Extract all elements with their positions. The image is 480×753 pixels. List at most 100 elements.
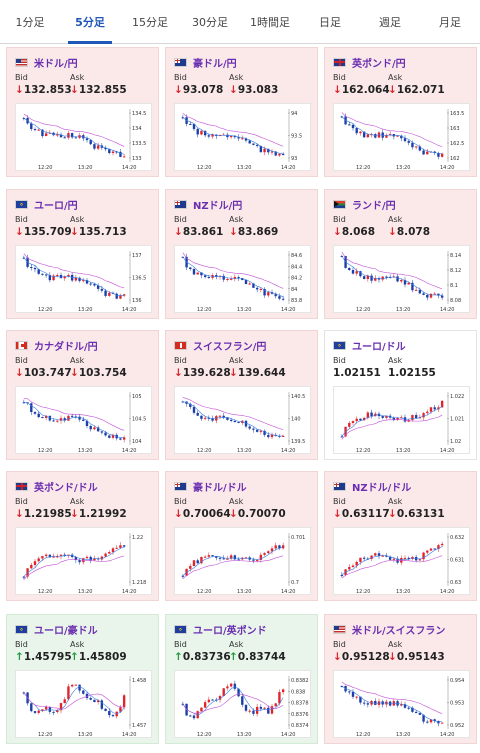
x-tick-label: 14:20 (440, 732, 454, 738)
candle-body (115, 151, 118, 153)
candle-body (244, 420, 248, 427)
mini-chart[interactable]: 163.5 163 162.5 162 12:20 13:20 14:20 (333, 103, 470, 171)
candle-body (355, 418, 358, 422)
tab-8[interactable]: 月足 (439, 15, 461, 29)
candle-body (78, 277, 81, 281)
bid-value: 1.02151 (333, 367, 381, 379)
candle-body (22, 402, 26, 404)
currency-pair-link[interactable]: ユーロ/円 (15, 197, 78, 212)
mini-chart[interactable]: 0.701 0.7 12:20 13:20 14:20 (174, 527, 311, 595)
candle-body (200, 130, 203, 135)
currency-pair-link[interactable]: ユーロ/英ポンド (174, 622, 267, 637)
moving-average-long-line (341, 681, 443, 714)
tab-4[interactable]: 30分足 (192, 15, 228, 29)
y-tick-label: 1.458 (132, 678, 146, 684)
mini-chart[interactable]: 0.8382 0.838 0.8378 0.8376 0.8374 12:20 13:20 1… (174, 670, 311, 738)
bid-price: ↓162.064 (333, 84, 390, 96)
y-tick-label: 1.022 (450, 394, 464, 400)
moving-average-long-line (23, 113, 125, 147)
flag-us-icon (333, 624, 346, 634)
mini-chart[interactable]: 134.5 134 133.5 133 12:20 13:20 14:20 (15, 103, 152, 171)
x-tick-label: 13:20 (396, 165, 410, 171)
candle-body (270, 548, 274, 552)
currency-pair-link[interactable]: NZドル/ドル (333, 479, 411, 494)
candle-body (377, 278, 381, 280)
tab-3[interactable]: 15分足 (132, 15, 168, 29)
arrow-down-icon: ↓ (333, 226, 342, 238)
currency-pair-link[interactable]: 英ポンド/ドル (15, 479, 98, 494)
candle-body (82, 280, 85, 282)
y-tick-label: 0.8378 (291, 701, 309, 707)
candle-body (407, 707, 410, 709)
ask-label: Ask (388, 356, 403, 365)
candle-body (108, 435, 111, 438)
candle-body (351, 421, 355, 423)
bid-value: 103.747 (23, 367, 72, 379)
tab-2[interactable]: 5分足 (60, 0, 120, 44)
bid-label: Bid (333, 215, 346, 224)
candle-body (433, 719, 436, 721)
currency-pair-link[interactable]: スイスフラン/円 (174, 338, 266, 353)
currency-card: 英ポンド/ドル Bid Ask ↓1.21985 ↓1.21992 1.22 1.218 12… (6, 471, 159, 601)
candle-body (89, 426, 92, 430)
candle-body (93, 144, 96, 149)
currency-pair-link[interactable]: カナダドル/円 (15, 338, 98, 353)
candle-body (22, 118, 26, 120)
arrow-down-icon: ↓ (70, 84, 79, 96)
y-tick-label: 93 (291, 156, 297, 162)
candle-body (440, 722, 444, 724)
currency-pair-link[interactable]: 豪ドル/円 (174, 55, 237, 70)
currency-pair-link[interactable]: NZドル/円 (174, 197, 242, 212)
candle-body (122, 294, 126, 296)
candle-body (407, 557, 410, 559)
candle-body (33, 129, 37, 131)
candle-body (400, 704, 403, 706)
mini-chart[interactable]: 8.14 8.12 8.1 8.08 12:20 13:20 14:20 (333, 245, 470, 313)
candle-body (263, 707, 266, 709)
currency-pair-link[interactable]: ランド/円 (333, 197, 396, 212)
mini-chart[interactable]: 1.458 1.457 12:20 13:20 14:20 (15, 670, 152, 738)
currency-pair-name: 米ドル/円 (34, 58, 78, 70)
mini-chart[interactable]: 105 104.5 104 12:20 13:20 14:20 (15, 386, 152, 454)
flag-eu-icon (15, 624, 28, 634)
mini-chart[interactable]: 84.6 84.4 84.2 84 83.8 12:20 13:20 14:20 (174, 245, 311, 313)
tab-7[interactable]: 週足 (379, 15, 401, 29)
candle-body (229, 683, 233, 687)
bid-price: ↓103.747 (15, 367, 72, 379)
currency-pair-link[interactable]: 英ポンド/円 (333, 55, 406, 70)
currency-pair-link[interactable]: ユーロ/豪ドル (15, 622, 98, 637)
candle-body (362, 417, 366, 421)
mini-chart[interactable]: 0.632 0.631 0.63 12:20 13:20 14:20 (333, 527, 470, 595)
candle-body (263, 430, 266, 435)
candle-body (104, 147, 107, 150)
candle-body (370, 412, 373, 417)
mini-chart[interactable]: 1.22 1.218 12:20 13:20 14:20 (15, 527, 152, 595)
x-tick-label: 12:20 (197, 732, 211, 738)
currency-pair-link[interactable]: 豪ドル/ドル (174, 479, 247, 494)
currency-pair-link[interactable]: ユーロ/ドル (333, 338, 406, 353)
mini-chart[interactable]: 1.022 1.021 1.02 12:20 13:20 14:20 (333, 386, 470, 454)
ask-label: Ask (229, 215, 244, 224)
tab-5[interactable]: 1時間足 (250, 15, 290, 29)
currency-pair-link[interactable]: 米ドル/円 (15, 55, 78, 70)
y-tick-label: 134 (132, 126, 142, 132)
x-tick-label: 12:20 (197, 165, 211, 171)
price-labels: Bid Ask (333, 497, 402, 506)
mini-chart[interactable]: 0.954 0.953 0.952 12:20 13:20 14:20 (333, 670, 470, 738)
y-tick-label: 0.953 (450, 701, 464, 707)
candle-body (192, 560, 196, 566)
currency-pair-link[interactable]: 米ドル/スイスフラン (333, 622, 445, 637)
moving-average-long-line (182, 555, 284, 580)
mini-chart[interactable]: 137 136.5 136 12:20 13:20 14:20 (15, 245, 152, 313)
mini-chart[interactable]: 140.5 140 139.5 12:20 13:20 14:20 (174, 386, 311, 454)
candle-body (22, 576, 26, 578)
price-labels: Bid Ask (174, 640, 243, 649)
tab-6[interactable]: 日足 (319, 15, 341, 29)
mini-chart[interactable]: 94 93.5 93 12:20 13:20 14:20 (174, 103, 311, 171)
candle-body (48, 275, 52, 281)
y-tick-label: 140 (291, 417, 301, 423)
candle-body (422, 413, 425, 418)
tab-1[interactable]: 1分足 (15, 15, 45, 29)
flag-au-icon (174, 481, 187, 491)
y-tick-label: 84.2 (291, 276, 302, 282)
